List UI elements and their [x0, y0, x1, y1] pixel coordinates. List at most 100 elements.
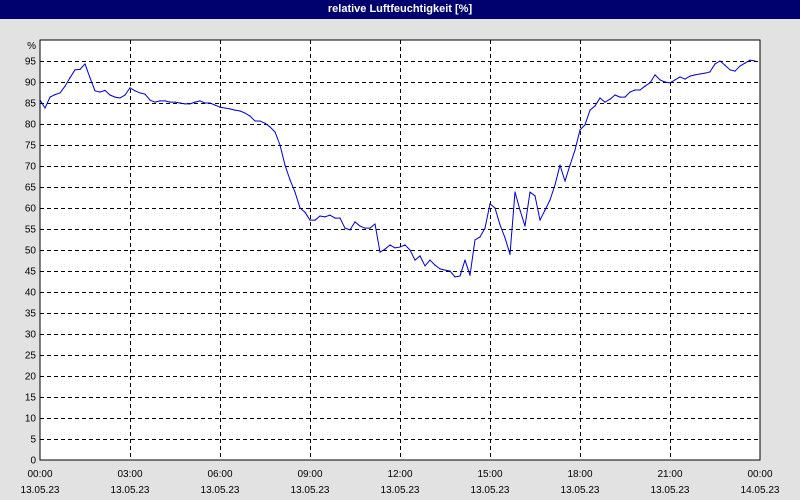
y-tick-label: 20 — [25, 372, 37, 383]
data-point — [249, 115, 251, 117]
x-tick-time-label: 00:00 — [27, 469, 52, 480]
data-point — [419, 255, 421, 257]
x-tick-time-label: 09:00 — [297, 469, 322, 480]
data-point — [324, 216, 326, 218]
data-point — [514, 191, 516, 193]
data-point — [209, 102, 211, 104]
data-point — [599, 97, 601, 99]
data-point — [389, 244, 391, 246]
data-point — [169, 101, 171, 103]
x-tick-time-label: 18:00 — [567, 469, 592, 480]
y-tick-label: 55 — [25, 225, 37, 236]
y-tick-label: 45 — [25, 267, 37, 278]
data-point — [544, 209, 546, 211]
data-point — [509, 253, 511, 255]
data-point — [739, 65, 741, 67]
y-tick-label: 50 — [25, 246, 37, 257]
y-tick-label: 70 — [25, 162, 37, 173]
data-point — [479, 236, 481, 238]
data-point — [589, 109, 591, 111]
data-point — [119, 97, 121, 99]
data-point — [749, 59, 751, 61]
data-point — [709, 71, 711, 73]
data-point — [94, 90, 96, 92]
y-tick-label: 25 — [25, 351, 37, 362]
data-point — [644, 85, 646, 87]
data-point — [689, 75, 691, 77]
data-point — [724, 64, 726, 66]
data-point — [699, 73, 701, 75]
data-point — [224, 107, 226, 109]
x-tick-date-label: 13.05.23 — [111, 485, 150, 496]
data-point — [654, 74, 656, 76]
data-point — [199, 100, 201, 102]
data-point — [359, 225, 361, 227]
y-axis: 0 5 10 15 20 25 30 35 40 45 50 55 60 65 70 75 80 85 90 95% — [25, 41, 37, 467]
chart-title-bar: relative Luftfeuchtigkeit [%] — [0, 0, 800, 19]
x-tick-time-label: 03:00 — [117, 469, 142, 480]
data-point — [149, 99, 151, 101]
x-tick-date-label: 13.05.23 — [651, 485, 690, 496]
humidity-series-line — [39, 59, 756, 278]
data-point — [504, 237, 506, 239]
data-point — [484, 227, 486, 229]
x-axis: 00:00 13.05.23 03:00 13.05.23 06:00 13.05.23 0… — [21, 469, 780, 496]
data-point — [334, 217, 336, 219]
data-point — [719, 60, 721, 62]
data-point — [499, 224, 501, 226]
data-point — [459, 275, 461, 277]
x-tick-date-label: 13.05.23 — [21, 485, 60, 496]
data-point — [424, 265, 426, 267]
data-point — [639, 89, 641, 91]
chart-title: relative Luftfeuchtigkeit [%] — [327, 3, 473, 15]
data-point — [534, 195, 536, 197]
x-tick-time-label: 00:00 — [747, 469, 772, 480]
data-point — [54, 94, 56, 96]
data-point — [594, 105, 596, 107]
y-tick-label: 10 — [25, 414, 37, 425]
data-point — [694, 74, 696, 76]
data-point — [349, 229, 351, 231]
data-point — [259, 120, 261, 122]
y-tick-label: 5 — [30, 435, 36, 446]
y-tick-label: 85 — [25, 99, 37, 110]
data-point — [269, 126, 271, 128]
data-point — [469, 274, 471, 276]
data-point — [444, 269, 446, 271]
data-point — [279, 144, 281, 146]
x-tick-time-label: 06:00 — [207, 469, 232, 480]
data-point — [319, 215, 321, 217]
data-point — [264, 122, 266, 124]
data-point — [549, 199, 551, 201]
x-tick-time-label: 12:00 — [387, 469, 412, 480]
y-tick-label: 90 — [25, 78, 37, 89]
data-point — [244, 112, 246, 114]
plot-frame — [39, 39, 761, 461]
data-point — [339, 217, 341, 219]
data-point — [204, 102, 206, 104]
data-point — [229, 108, 231, 110]
data-point — [64, 85, 66, 87]
data-point — [49, 96, 51, 98]
y-tick-label: 65 — [25, 183, 37, 194]
data-point — [649, 82, 651, 84]
data-point — [179, 102, 181, 104]
data-point — [374, 223, 376, 225]
data-point — [384, 248, 386, 250]
data-point — [439, 268, 441, 270]
data-point — [219, 106, 221, 108]
data-point — [404, 244, 406, 246]
data-point — [659, 79, 661, 81]
data-point — [609, 98, 611, 100]
x-tick-date-label: 13.05.23 — [381, 485, 420, 496]
data-point — [189, 103, 191, 105]
data-point — [624, 96, 626, 98]
series-layer — [39, 59, 756, 278]
x-tick-date-label: 13.05.23 — [201, 485, 240, 496]
data-point — [474, 239, 476, 241]
data-point — [289, 179, 291, 181]
data-point — [744, 62, 746, 64]
data-point — [84, 63, 86, 65]
